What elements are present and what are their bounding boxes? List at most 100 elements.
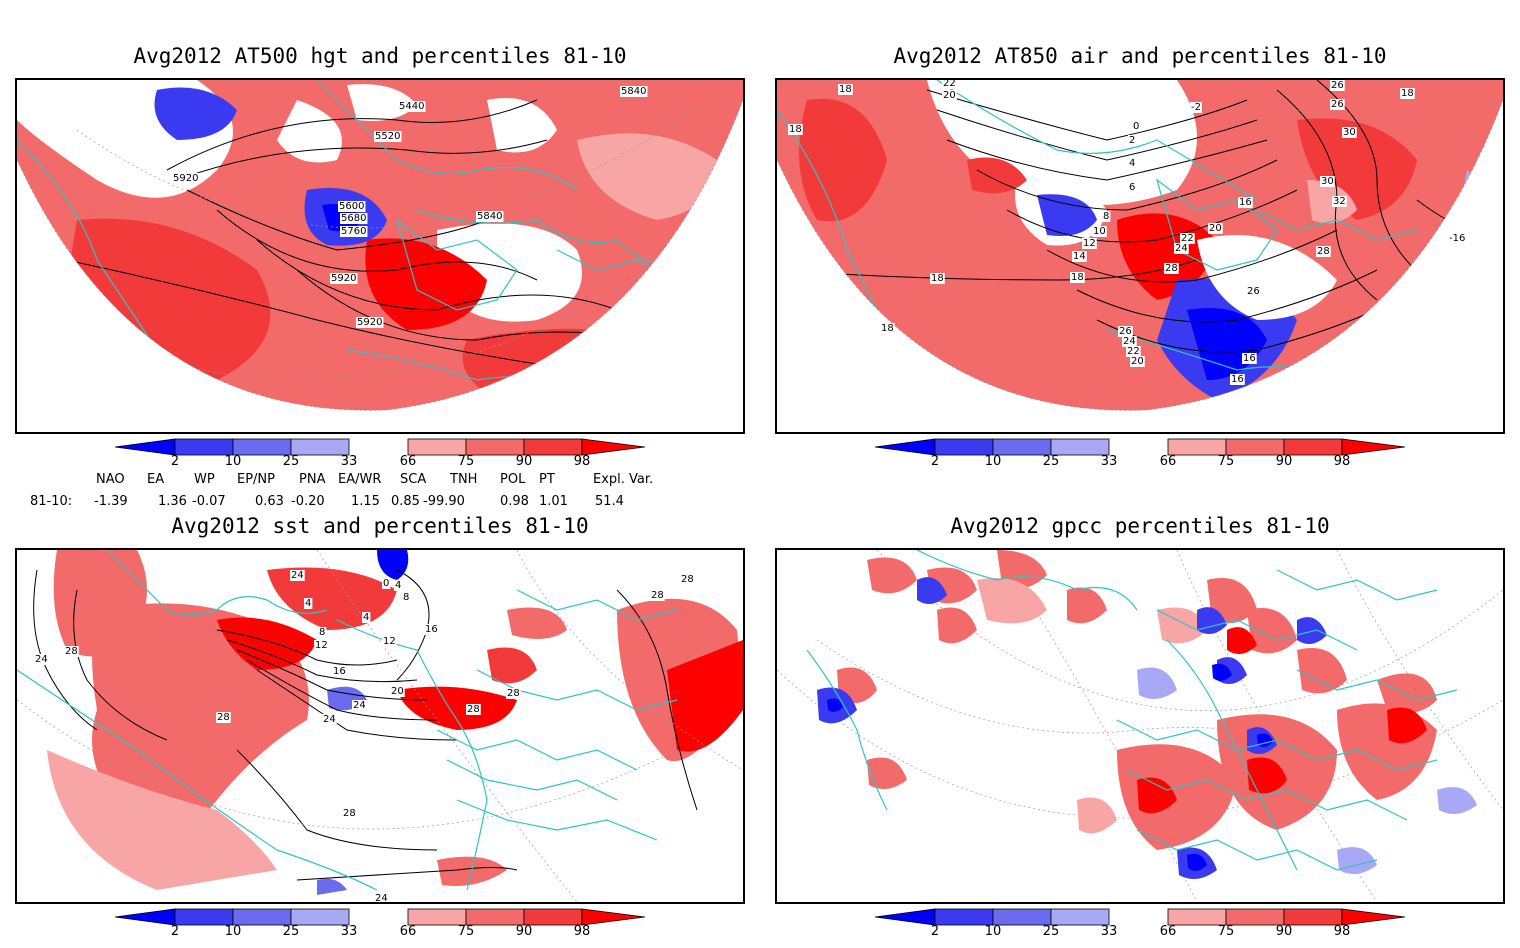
- contour-label-bg: [34, 654, 49, 665]
- contour-label-bg: [476, 211, 504, 222]
- contour-label: 10: [1093, 226, 1106, 237]
- contour-label-bg: [1332, 196, 1347, 207]
- colorbar-label: 33: [340, 924, 358, 939]
- contour-label: 28: [217, 712, 230, 723]
- contour-label-bg: [1128, 135, 1137, 146]
- contour-label: 32: [1333, 196, 1346, 207]
- contour-label: 5840: [621, 86, 646, 97]
- colorbar-label: 33: [1100, 924, 1118, 939]
- index-header: EA: [147, 472, 165, 487]
- contour-label-bg: [942, 90, 957, 101]
- contour-label-bg: [1400, 88, 1415, 99]
- contour-label-bg: [332, 666, 347, 677]
- contour-label-bg: [362, 612, 371, 623]
- contour-label: 5920: [331, 273, 356, 284]
- contour-label: 28: [507, 688, 520, 699]
- contour-label: 16: [425, 624, 438, 635]
- contour-label: 22: [943, 80, 956, 89]
- contour-label-bg: [1072, 251, 1087, 262]
- index-header: POL: [500, 472, 526, 487]
- colorbar-label: 66: [1159, 454, 1177, 469]
- contour-label: -16: [1449, 233, 1465, 244]
- contour-label-bg: [466, 704, 481, 715]
- colorbar-label: 10: [224, 454, 242, 469]
- contour-label-bg: [680, 574, 695, 585]
- colorbar-label: 98: [573, 924, 591, 939]
- contour-label: 22: [1181, 233, 1194, 244]
- colorbar-label: 2: [170, 454, 180, 469]
- colorbar-label: 90: [515, 924, 533, 939]
- contour-label-bg: [402, 592, 411, 603]
- colorbar-label: 10: [984, 924, 1002, 939]
- contour-label-bg: [838, 84, 853, 95]
- colorbar-sst: 2 10 25 33 66 75 90 98: [114, 908, 646, 948]
- contour-label: -2: [1191, 102, 1201, 113]
- contour-label-bg: [374, 893, 389, 902]
- contour-label-bg: [382, 636, 397, 647]
- index-header: TNH: [450, 472, 478, 487]
- contour-label: 4: [363, 612, 369, 623]
- contour-label-bg: [1128, 158, 1137, 169]
- contour-label: 16: [1239, 197, 1252, 208]
- contour-label-bg: [314, 640, 329, 651]
- colorbar-label: 2: [930, 924, 940, 939]
- contour-label: 12: [383, 636, 396, 647]
- contour-label: 18: [931, 273, 944, 284]
- contour-label: 30: [1343, 127, 1356, 138]
- contour-label: 20: [391, 686, 404, 697]
- contour-label: 16: [1231, 374, 1244, 385]
- contour-label-bg: [1128, 182, 1137, 193]
- contour-label-bg: [1102, 211, 1111, 222]
- map-sst: 24 0 4 28 24 28 4 8 4 8 28 12 16 12 16 2…: [15, 548, 745, 904]
- colorbar-label: 10: [224, 924, 242, 939]
- index-row-label: 81-10:: [30, 494, 73, 509]
- panel-title-at850: Avg2012 AT850 air and percentiles 81-10: [893, 44, 1387, 68]
- contour-label-bg: [1230, 374, 1245, 385]
- contour-label-bg: [1126, 346, 1141, 357]
- contour-label-bg: [340, 226, 368, 237]
- contour-label-bg: [338, 201, 366, 212]
- contour-label: 4: [395, 580, 401, 591]
- contour-label: 5600: [339, 201, 364, 212]
- contour-label: 5840: [477, 211, 502, 222]
- colorbar-label: 98: [573, 454, 591, 469]
- contour-label: 5680: [341, 213, 366, 224]
- contour-label-bg: [216, 712, 231, 723]
- index-header: PNA: [299, 472, 326, 487]
- contour-label: 20: [1209, 223, 1222, 234]
- contour-label: 5920: [357, 317, 382, 328]
- contour-label-bg: [1190, 102, 1202, 113]
- contour-label: 24: [291, 570, 304, 581]
- contour-label: 28: [467, 704, 480, 715]
- colorbar-label: 66: [399, 924, 417, 939]
- index-header: EP/NP: [237, 472, 275, 487]
- index-value: 1.01: [539, 494, 568, 509]
- colorbar-label: 66: [1159, 924, 1177, 939]
- contour-label: 22: [1127, 346, 1140, 357]
- panel-title-gpcc: Avg2012 gpcc percentiles 81-10: [950, 514, 1330, 538]
- colorbar-label: 66: [399, 454, 417, 469]
- contour-label: 18: [789, 124, 802, 135]
- contour-label-bg: [1238, 197, 1253, 208]
- contour-label-bg: [1118, 326, 1133, 337]
- contour-label-bg: [1342, 127, 1357, 138]
- contour-label: 5440: [399, 101, 424, 112]
- contour-label: 16: [333, 666, 346, 677]
- panel-title-at500: Avg2012 AT500 hgt and percentiles 81-10: [133, 44, 627, 68]
- contour-label-bg: [650, 590, 665, 601]
- contour-label: 24: [1175, 243, 1188, 254]
- index-header: WP: [194, 472, 215, 487]
- contour-label-bg: [356, 317, 384, 328]
- panel-title-sst: Avg2012 sst and percentiles 81-10: [171, 514, 589, 538]
- contour-label: 0: [383, 578, 389, 589]
- contour-label-bg: [290, 570, 305, 581]
- contour-label: 8: [1103, 211, 1109, 222]
- contour-label-bg: [64, 646, 79, 657]
- contour-label: 28: [65, 646, 78, 657]
- colorbar-label: 98: [1333, 454, 1351, 469]
- contour-label-bg: [1316, 246, 1331, 257]
- contour-label: 26: [1331, 99, 1344, 110]
- contour-label-bg: [1130, 356, 1145, 367]
- contour-label: 5760: [341, 226, 366, 237]
- contour-label: 24: [353, 700, 366, 711]
